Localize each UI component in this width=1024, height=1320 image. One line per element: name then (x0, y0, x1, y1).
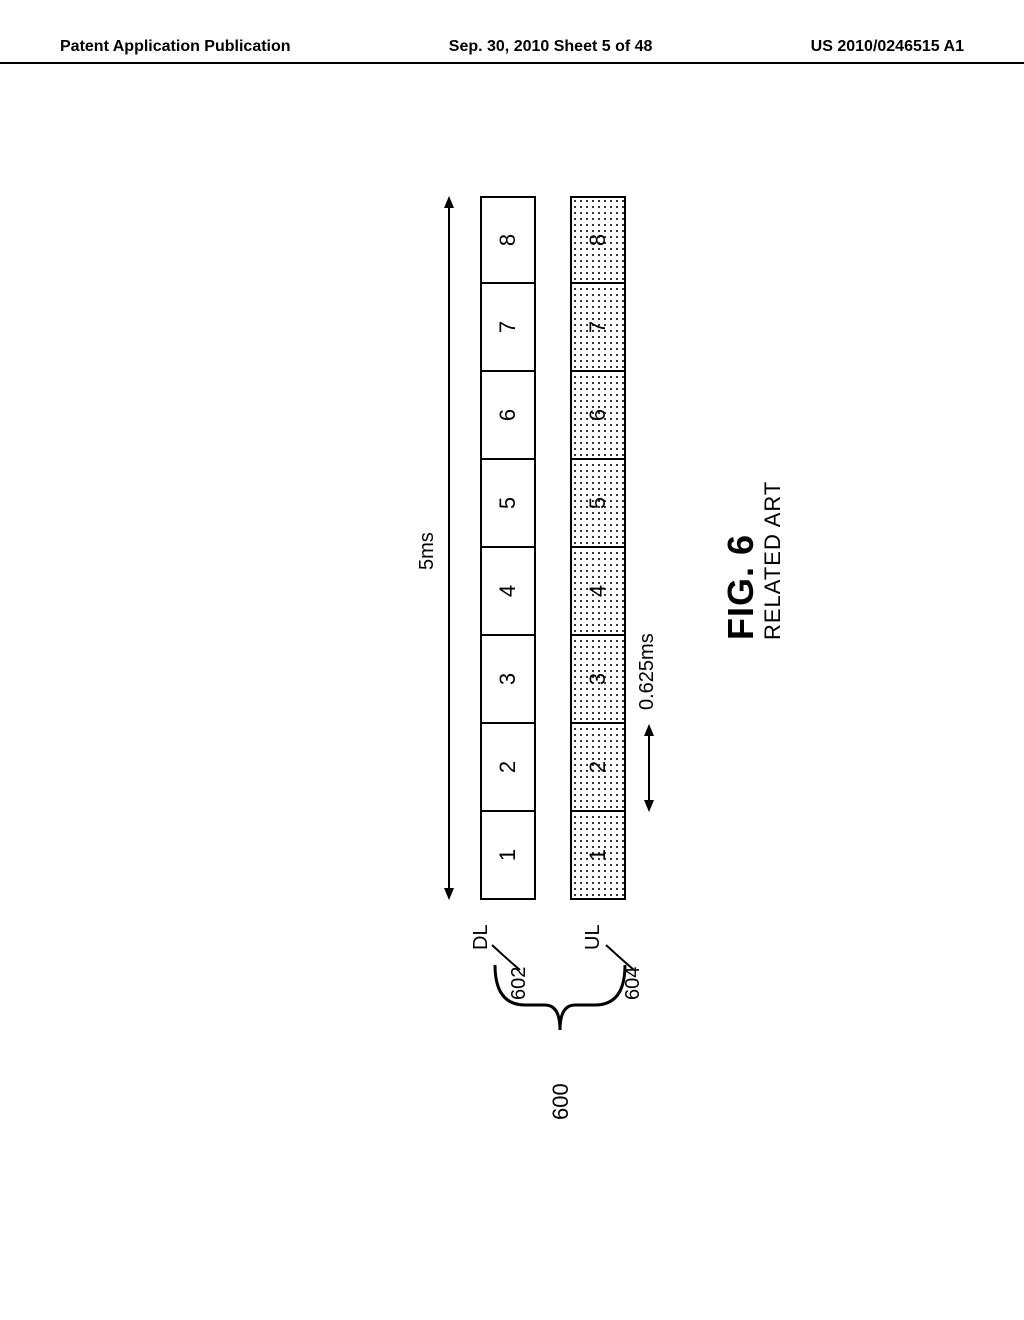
ul-label: UL (582, 924, 605, 950)
dl-ref-line (498, 930, 528, 970)
figure-6: 600 DL 602 UL 604 12345678 12345678 5ms (190, 170, 630, 1070)
frame-ref-label: 600 (548, 1083, 574, 1120)
dl-slot: 5 (480, 460, 536, 548)
ul-slot-row: 12345678 (570, 196, 626, 900)
ul-slot: 4 (570, 548, 626, 636)
header-left: Patent Application Publication (60, 38, 291, 56)
header-center: Sep. 30, 2010 Sheet 5 of 48 (449, 38, 653, 56)
header-right: US 2010/0246515 A1 (811, 38, 964, 56)
dl-slot-row: 12345678 (480, 196, 536, 900)
ul-slot: 8 (570, 196, 626, 284)
dl-slot: 2 (480, 724, 536, 812)
figure-subtitle: RELATED ART (760, 481, 786, 640)
slot-duration-arrow (642, 724, 656, 812)
dl-slot: 8 (480, 196, 536, 284)
ul-ref-line (612, 930, 642, 970)
dl-slot: 3 (480, 636, 536, 724)
ul-slot: 5 (570, 460, 626, 548)
slot-duration-label: 0.625ms (636, 633, 659, 710)
total-duration-arrow (442, 196, 456, 900)
ul-ref-number: 604 (622, 967, 645, 1000)
ul-slot: 2 (570, 724, 626, 812)
figure-caption: FIG. 6 RELATED ART (720, 481, 786, 640)
ul-slot: 3 (570, 636, 626, 724)
ul-slot: 7 (570, 284, 626, 372)
figure-number: FIG. 6 (720, 481, 762, 640)
dl-ref-number: 602 (508, 967, 531, 1000)
ul-slot: 1 (570, 812, 626, 900)
dl-label: DL (470, 924, 493, 950)
dl-slot: 7 (480, 284, 536, 372)
ul-slot: 6 (570, 372, 626, 460)
dl-slot: 4 (480, 548, 536, 636)
dl-slot: 6 (480, 372, 536, 460)
total-duration-label: 5ms (416, 532, 439, 570)
dl-slot: 1 (480, 812, 536, 900)
